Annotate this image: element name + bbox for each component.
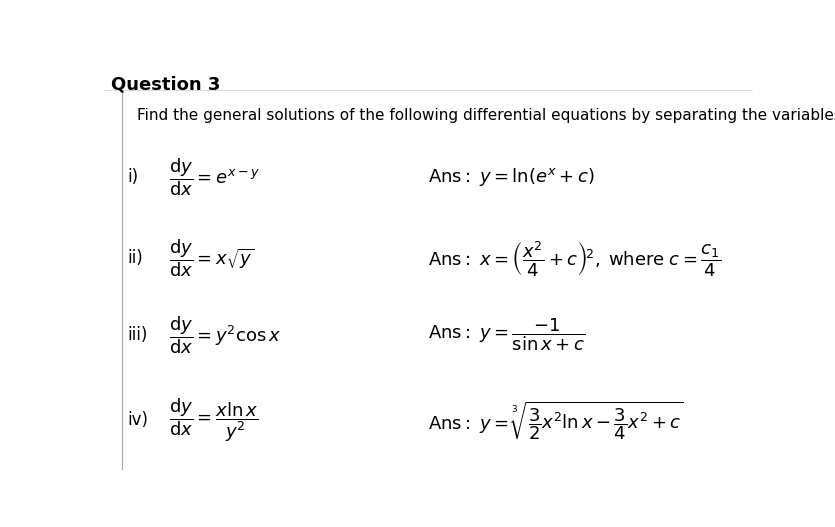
Text: iv): iv) (127, 412, 148, 430)
Text: $\dfrac{\mathrm{d}y}{\mathrm{d}x} = \dfrac{x\ln x}{y^2}$: $\dfrac{\mathrm{d}y}{\mathrm{d}x} = \dfr… (169, 396, 258, 444)
Text: ii): ii) (127, 249, 143, 267)
Text: $\dfrac{\mathrm{d}y}{\mathrm{d}x} = y^2\cos x$: $\dfrac{\mathrm{d}y}{\mathrm{d}x} = y^2\… (169, 314, 281, 356)
Text: $\dfrac{\mathrm{d}y}{\mathrm{d}x} = e^{x-y}$: $\dfrac{\mathrm{d}y}{\mathrm{d}x} = e^{x… (169, 156, 260, 198)
Text: $\dfrac{\mathrm{d}y}{\mathrm{d}x} = x\sqrt{y}$: $\dfrac{\mathrm{d}y}{\mathrm{d}x} = x\sq… (169, 237, 255, 279)
Text: Question 3: Question 3 (111, 75, 220, 93)
Text: $\mathrm{Ans:}\; x = \left(\dfrac{x^2}{4}+c\right)^{\!2},\; \mathrm{where}\; c =: $\mathrm{Ans:}\; x = \left(\dfrac{x^2}{4… (428, 239, 721, 278)
Text: i): i) (127, 168, 138, 186)
Text: $\mathrm{Ans:}\; y = \dfrac{-1}{\sin x + c}$: $\mathrm{Ans:}\; y = \dfrac{-1}{\sin x +… (428, 317, 585, 354)
Text: $\mathrm{Ans:}\; y = \sqrt[3]{\dfrac{3}{2}x^2\ln x - \dfrac{3}{4}x^2+c}$: $\mathrm{Ans:}\; y = \sqrt[3]{\dfrac{3}{… (428, 399, 684, 442)
Text: iii): iii) (127, 326, 148, 344)
Text: Find the general solutions of the following differential equations by separating: Find the general solutions of the follow… (137, 108, 835, 123)
Text: $\mathrm{Ans:}\; y = \ln\!\left(e^{x}+c\right)$: $\mathrm{Ans:}\; y = \ln\!\left(e^{x}+c\… (428, 166, 595, 188)
